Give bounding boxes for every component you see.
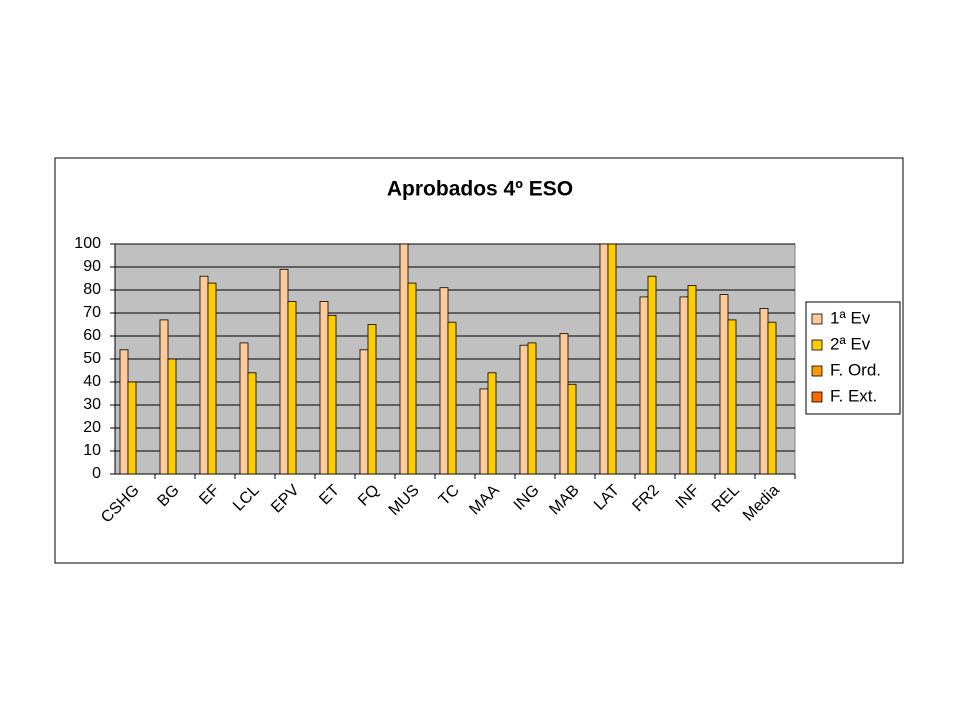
bar xyxy=(567,383,577,475)
y-tick-label: 0 xyxy=(92,465,101,482)
y-tick-label: 10 xyxy=(83,442,101,459)
bar xyxy=(727,319,737,475)
bar xyxy=(527,342,537,475)
y-tick-label: 20 xyxy=(83,419,101,436)
bar xyxy=(399,243,409,475)
y-tick-label: 80 xyxy=(83,281,101,298)
y-tick-label: 90 xyxy=(83,258,101,275)
bar xyxy=(207,282,217,475)
bar xyxy=(447,321,457,475)
y-tick-label: 100 xyxy=(74,235,101,252)
bar xyxy=(127,381,137,475)
bar xyxy=(607,243,617,475)
bar xyxy=(599,243,609,475)
chart-title: Aprobados 4º ESO xyxy=(387,178,573,201)
legend-label: F. Ord. xyxy=(830,360,881,379)
bar xyxy=(647,275,657,475)
bar xyxy=(167,358,177,475)
legend-swatch xyxy=(811,365,823,377)
bar xyxy=(367,324,377,475)
legend: 1ª Ev 2ª Ev F. Ord. F. Ext. xyxy=(811,308,881,405)
bar xyxy=(319,301,329,475)
legend-label: F. Ext. xyxy=(830,386,877,405)
bar xyxy=(407,282,417,475)
bar xyxy=(359,349,369,475)
bar xyxy=(439,287,449,475)
bar xyxy=(279,268,289,475)
bar xyxy=(239,342,249,475)
y-tick-label: 40 xyxy=(83,373,101,390)
y-tick-label: 70 xyxy=(83,304,101,321)
legend-swatch xyxy=(811,391,823,403)
legend-label: 2ª Ev xyxy=(830,334,871,353)
bar xyxy=(247,372,257,475)
bar xyxy=(479,388,489,475)
bar xyxy=(639,296,649,475)
bar xyxy=(767,321,777,475)
y-tick-label: 50 xyxy=(83,350,101,367)
bar xyxy=(759,307,769,475)
y-tick-label: 60 xyxy=(83,327,101,344)
legend-swatch xyxy=(811,313,823,325)
legend-swatch xyxy=(811,339,823,351)
y-tick-label: 30 xyxy=(83,396,101,413)
bar xyxy=(559,333,569,475)
bar xyxy=(119,349,129,475)
bar xyxy=(679,296,689,475)
bar xyxy=(199,275,209,475)
bar xyxy=(327,314,337,475)
bar xyxy=(287,301,297,475)
bar xyxy=(687,284,697,475)
bar xyxy=(519,344,529,475)
bar xyxy=(159,319,169,475)
bar xyxy=(487,372,497,475)
bars xyxy=(119,243,777,475)
legend-label: 1ª Ev xyxy=(830,308,871,327)
bar xyxy=(719,294,729,475)
